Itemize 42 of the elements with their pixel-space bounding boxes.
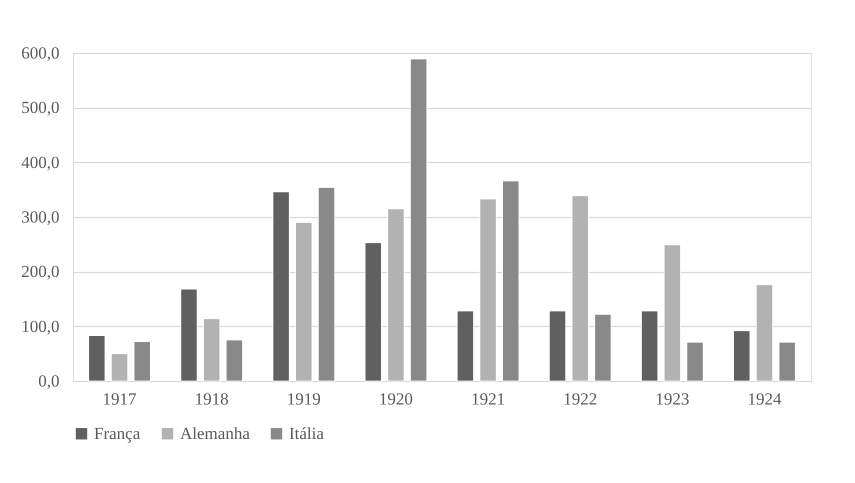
- bar: [502, 180, 520, 382]
- bar: [226, 340, 243, 382]
- y-tick-label: 0,0: [38, 372, 60, 390]
- bar: [134, 341, 151, 382]
- x-tick-label: 1918: [194, 390, 229, 408]
- bar: [686, 342, 704, 382]
- bar: [572, 195, 589, 382]
- bar: [180, 288, 198, 382]
- y-tick-label: 400,0: [21, 152, 60, 172]
- bar: [364, 242, 382, 382]
- legend-label: Itália: [289, 424, 324, 443]
- bar: [110, 353, 128, 382]
- y-tick-label: 100,0: [21, 316, 60, 336]
- bar: [272, 191, 290, 382]
- bar: [664, 244, 681, 382]
- bar: [410, 58, 428, 382]
- bar: [295, 222, 312, 382]
- bar: [318, 187, 336, 382]
- bar: [733, 330, 750, 382]
- x-tick-label: 1921: [471, 390, 506, 408]
- legend-label: Alemanha: [180, 424, 250, 443]
- y-tick-label: 200,0: [21, 262, 60, 282]
- bar: [641, 310, 658, 382]
- x-tick-label: 1923: [655, 390, 690, 408]
- bar: [756, 284, 774, 382]
- x-tick-label: 1919: [286, 390, 321, 408]
- x-tick-label: 1924: [747, 390, 782, 408]
- x-tick-label: 1922: [563, 390, 598, 408]
- bar: [594, 314, 612, 382]
- bar: [778, 342, 796, 382]
- x-tick-label: 1920: [378, 390, 413, 408]
- bar: [548, 310, 566, 382]
- bar: [456, 310, 474, 382]
- bar: [479, 198, 497, 382]
- bar: [203, 318, 220, 382]
- y-tick-label: 500,0: [21, 98, 60, 118]
- legend-label: França: [94, 424, 141, 443]
- y-tick-label: 600,0: [21, 44, 60, 62]
- x-tick-label: 1917: [102, 390, 138, 408]
- bar: [88, 335, 106, 382]
- y-tick-label: 300,0: [21, 208, 60, 226]
- bar: [387, 208, 405, 382]
